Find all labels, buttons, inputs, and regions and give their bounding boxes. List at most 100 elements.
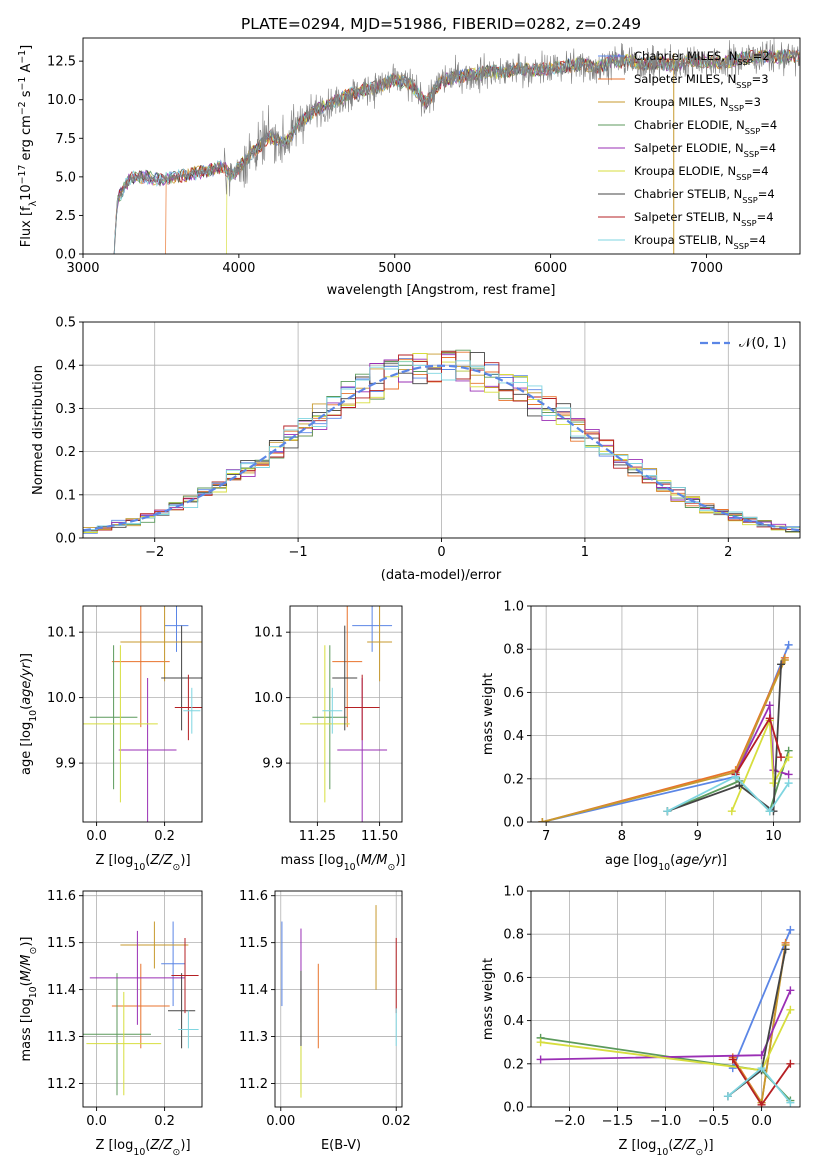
weight-marker: [757, 1100, 766, 1107]
label-part: SSP: [742, 195, 757, 205]
axes-frame: [82, 890, 203, 1108]
label-part: 10: [28, 986, 39, 998]
label-part: )]: [395, 853, 405, 868]
chart-title: PLATE=0294, MJD=51986, FIBERID=0282, z=0…: [241, 15, 641, 33]
errorbar-point: [183, 687, 201, 734]
label-part: =3: [744, 95, 761, 109]
histogram-step: [83, 360, 800, 531]
label-part: Z/Z: [149, 1138, 173, 1153]
label-part: Chabrier ELODIE, N: [634, 118, 745, 132]
label-part: 10: [28, 710, 39, 722]
weight-marker: [765, 807, 774, 816]
label-part: Flux [f: [19, 206, 34, 247]
label-part: (: [19, 981, 34, 986]
label-part: (: [356, 853, 361, 868]
x-tick-label: −1: [289, 545, 308, 560]
label-part: 10: [344, 862, 356, 873]
x-tick-label: −2.0: [554, 1114, 586, 1129]
x-tick-label: 5000: [378, 261, 411, 276]
x-tick-label: 0.2: [154, 1114, 175, 1129]
weight-marker: [786, 986, 795, 995]
label-part: )]: [717, 853, 727, 868]
label-part: Salpeter MILES, N: [634, 72, 736, 86]
x-axis-label: Z [log10(Z/Z⊙)]: [95, 1138, 190, 1158]
panel-age-vs-mass: 11.25 11.50 9.9 10.0 10.1: [254, 605, 403, 844]
label-part: Chabrier MILES, N: [634, 49, 737, 63]
plot-area: [83, 606, 202, 822]
label-part: 10: [133, 1147, 145, 1158]
label-part: (: [145, 1138, 150, 1153]
y-tick-label: 0.3: [55, 402, 76, 417]
y-tick-label: 11.2: [47, 1077, 76, 1092]
x-tick-label: 7000: [690, 261, 723, 276]
y-tick-label: 11.2: [239, 1077, 268, 1092]
y-tick-label: 1.0: [503, 885, 524, 900]
x-tick-label: 11.25: [299, 829, 336, 844]
errorbar-point: [89, 930, 185, 1025]
label-part: Salpeter STELIB, N: [634, 210, 741, 224]
label-part: Chabrier STELIB, N: [634, 187, 742, 201]
y-tick-label: 11.4: [239, 983, 268, 998]
label-part: )]: [180, 853, 190, 868]
label-part: ⊙: [173, 1147, 181, 1158]
label-part: )]: [19, 653, 34, 663]
errorbar-point: [161, 625, 202, 731]
panel-spectrum: 3000 4000 5000 6000 7000 0.0 2.5 5.0 7.5 10.0 12.5…: [47, 37, 801, 276]
errorbar-point: [83, 645, 158, 803]
x-tick-label: 0.0: [751, 1114, 772, 1129]
x-tick-label: 2: [724, 545, 732, 560]
y-tick-label: 0.0: [503, 1101, 524, 1116]
y-tick-label: 11.4: [47, 983, 76, 998]
y-tick-label: 0.4: [503, 1014, 524, 1029]
y-axis-label: age [log10(age/yr)]: [19, 653, 39, 775]
label-part: ]: [19, 45, 34, 50]
y-tick-label: 10.1: [47, 626, 76, 641]
y-tick-label: 0.8: [503, 643, 524, 658]
panel-mass-vs-EBV: 0.00 0.02 11.2 11.3 11.4 11.5 11.6: [239, 889, 411, 1129]
label-part: −17: [17, 165, 28, 185]
panel-age-vs-Z: 0.0 0.2 9.9 10.0 10.1: [47, 605, 203, 844]
x-tick-label: 0.2: [154, 829, 175, 844]
x-tick-label: 4000: [222, 261, 255, 276]
x-tick-label: −0.5: [698, 1114, 730, 1129]
y-tick-label: 11.3: [47, 1030, 76, 1045]
label-part: =4: [760, 118, 777, 132]
label-part: Z/Z: [672, 1138, 696, 1153]
weight-marker: [780, 656, 789, 664]
weight-marker: [786, 1005, 795, 1014]
data-spectrum: [113, 38, 800, 251]
label-part: s: [19, 90, 34, 101]
errorbar-point: [312, 645, 348, 790]
x-axis-label: Z [log10(Z/Z⊙)]: [95, 853, 190, 873]
label-part: M/M: [361, 853, 388, 868]
weight-marker: [786, 1098, 795, 1107]
label-part: ⊙: [387, 862, 395, 873]
y-tick-label: 0.0: [55, 248, 76, 263]
y-tick-label: 11.6: [239, 889, 268, 904]
x-tick-label: 9: [694, 829, 702, 844]
label-part: =4: [749, 233, 766, 247]
x-tick-label: 3000: [66, 261, 99, 276]
weight-marker: [723, 1092, 732, 1101]
plot-area: [275, 891, 402, 1107]
plot-area: [531, 606, 800, 822]
legend-entry: Kroupa ELODIE, NSSP=4: [634, 164, 769, 182]
label-part: (: [668, 1138, 673, 1153]
weight-line: [731, 929, 792, 1069]
plot-area: [83, 322, 800, 538]
weight-marker: [728, 1055, 737, 1064]
label-part: )]: [180, 1138, 190, 1153]
errorbar-point: [174, 674, 202, 741]
errorbar-point: [111, 963, 170, 1049]
y-tick-label: 0.6: [503, 686, 524, 701]
x-tick-label: 10: [765, 829, 782, 844]
label-part: A: [19, 64, 34, 77]
x-tick-label: 7: [542, 829, 550, 844]
y-tick-label: 0.4: [55, 359, 76, 374]
label-part: SSP: [745, 126, 760, 136]
legend-entry: Chabrier ELODIE, NSSP=4: [634, 118, 777, 136]
weight-marker: [784, 779, 793, 788]
label-part: =3: [752, 72, 769, 86]
label-part: )]: [703, 1138, 713, 1153]
weight-line: [732, 944, 787, 1106]
